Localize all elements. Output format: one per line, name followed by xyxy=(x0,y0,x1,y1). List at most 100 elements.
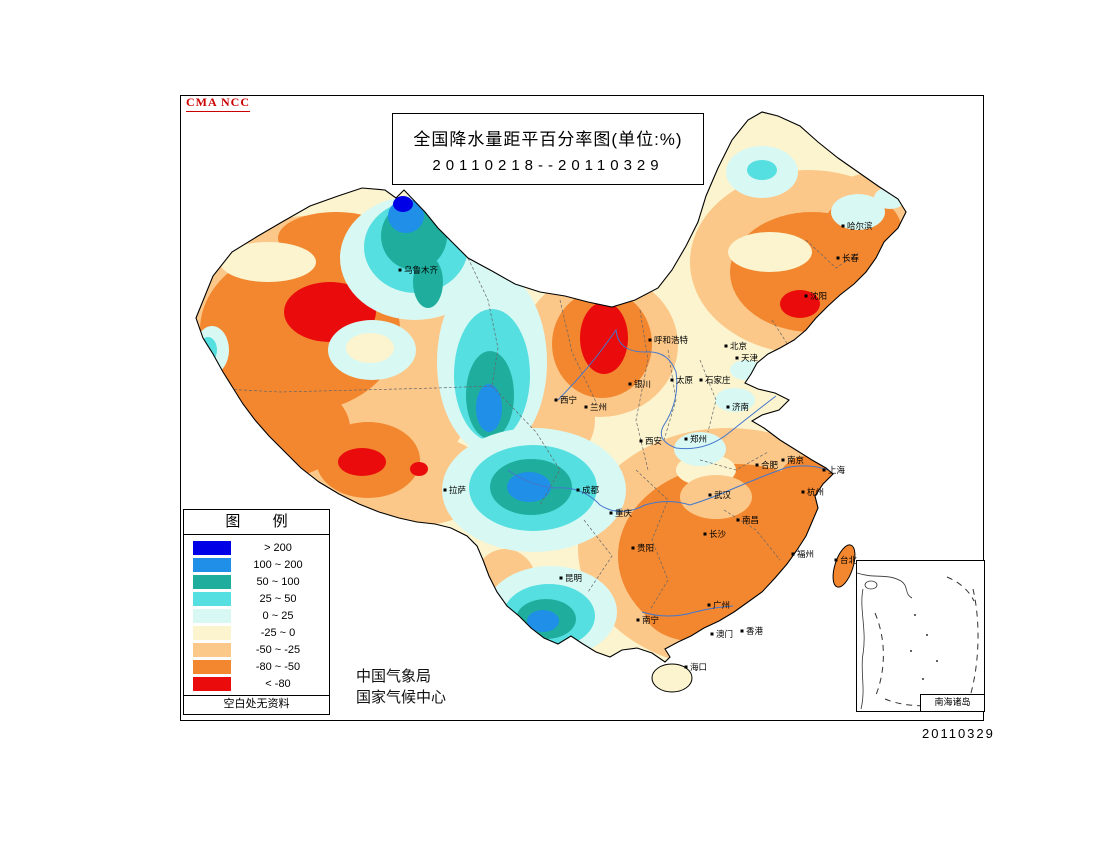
city-label: 昆明 xyxy=(565,573,582,583)
city: 贵阳 xyxy=(631,543,654,553)
city: 南京 xyxy=(781,455,804,465)
city-label: 天津 xyxy=(741,353,759,363)
city: 长沙 xyxy=(703,529,727,539)
legend-label: 100 ~ 200 xyxy=(253,558,303,571)
city: 太原 xyxy=(670,375,693,385)
city-marker xyxy=(648,338,652,342)
inset-label: 南海诸岛 xyxy=(920,694,985,712)
agency-label: CMA NCC xyxy=(186,95,250,112)
city-marker xyxy=(554,398,558,402)
city-label: 长春 xyxy=(842,253,860,263)
city-label: 上海 xyxy=(828,465,846,475)
city-marker xyxy=(710,632,714,636)
city: 呼和浩特 xyxy=(648,335,689,345)
legend-note: 空白处无资料 xyxy=(184,695,329,714)
city-marker xyxy=(584,405,588,409)
legend-title: 图 例 xyxy=(184,510,329,535)
legend-label: < -80 xyxy=(265,677,291,690)
legend-swatch xyxy=(193,557,231,572)
inset-map xyxy=(856,572,979,710)
city-marker xyxy=(724,344,728,348)
city: 福州 xyxy=(791,549,814,559)
city: 天津 xyxy=(735,353,759,363)
legend-body: > 200 100 ~ 200 50 ~ 100 25 ~ 50 0 ~ 25 -25 ~… xyxy=(184,535,329,692)
china-outline xyxy=(195,111,907,663)
legend-row: -25 ~ 0 xyxy=(193,624,325,641)
legend-row: 50 ~ 100 xyxy=(193,573,325,590)
city-label: 太原 xyxy=(676,375,693,385)
city-label: 南京 xyxy=(787,455,804,465)
city-marker xyxy=(576,488,580,492)
city: 澳门 xyxy=(710,629,733,639)
organization: 中国气象局 国家气候中心 xyxy=(356,666,446,708)
province-borders xyxy=(203,239,861,611)
city-marker xyxy=(755,463,759,467)
legend-row: 0 ~ 25 xyxy=(193,607,325,624)
city: 兰州 xyxy=(584,402,607,412)
city: 济南 xyxy=(726,402,749,412)
city-marker xyxy=(559,576,563,580)
city-label: 成都 xyxy=(582,485,600,495)
city-label: 西安 xyxy=(645,436,662,446)
city-marker xyxy=(841,224,845,228)
legend-label: -80 ~ -50 xyxy=(255,660,301,673)
legend-row: -50 ~ -25 xyxy=(193,641,325,658)
legend: 图 例 > 200 100 ~ 200 50 ~ 100 25 ~ 50 0 ~ 25 -… xyxy=(183,509,330,715)
date-stamp: 20110329 xyxy=(922,726,995,741)
legend-swatch xyxy=(193,659,231,674)
city-label: 香港 xyxy=(746,626,764,636)
legend-label: 50 ~ 100 xyxy=(256,575,300,588)
city-label: 杭州 xyxy=(807,487,824,497)
city-marker xyxy=(684,665,688,669)
city: 重庆 xyxy=(609,508,633,518)
city: 上海 xyxy=(822,465,846,475)
city: 长春 xyxy=(836,253,860,263)
legend-swatch xyxy=(193,608,231,623)
city: 南宁 xyxy=(636,615,659,625)
legend-row: 25 ~ 50 xyxy=(193,590,325,607)
city-label: 合肥 xyxy=(761,460,779,470)
legend-swatch xyxy=(193,540,231,555)
city-marker xyxy=(707,603,711,607)
city-label: 兰州 xyxy=(590,402,607,412)
city-marker xyxy=(836,256,840,260)
city-label: 海口 xyxy=(690,662,707,672)
south-china-sea-inset xyxy=(856,560,985,712)
city-label: 石家庄 xyxy=(705,375,731,385)
city-marker xyxy=(639,439,643,443)
legend-row: -80 ~ -50 xyxy=(193,658,325,675)
city-marker xyxy=(609,511,613,515)
city: 银川 xyxy=(628,379,651,389)
city-label: 北京 xyxy=(730,341,747,351)
city: 海口 xyxy=(684,662,707,672)
city-marker xyxy=(726,405,730,409)
title-box: 全国降水量距平百分率图(单位:%) 20110218--20110329 xyxy=(392,113,704,185)
legend-label: 0 ~ 25 xyxy=(262,609,294,622)
city-label: 武汉 xyxy=(714,490,732,500)
city-marker xyxy=(398,268,402,272)
city-marker xyxy=(699,378,703,382)
city-label: 拉萨 xyxy=(449,485,467,495)
legend-label: -50 ~ -25 xyxy=(255,643,301,656)
city-marker xyxy=(822,468,826,472)
city-label: 台北 xyxy=(840,555,858,565)
city-label: 哈尔滨 xyxy=(847,221,873,231)
map-title: 全国降水量距平百分率图(单位:%) xyxy=(413,130,683,149)
city-marker xyxy=(781,458,785,462)
city-label: 长沙 xyxy=(709,529,727,539)
city-label: 沈阳 xyxy=(810,291,827,301)
legend-row: 100 ~ 200 xyxy=(193,556,325,573)
hainan-island xyxy=(651,663,693,693)
city: 沈阳 xyxy=(804,291,827,301)
city-label: 乌鲁木齐 xyxy=(404,265,439,275)
city-marker xyxy=(708,493,712,497)
legend-label: -25 ~ 0 xyxy=(260,626,296,639)
city-marker xyxy=(791,552,795,556)
city-marker xyxy=(834,558,838,562)
city: 乌鲁木齐 xyxy=(398,265,439,275)
legend-label: > 200 xyxy=(264,541,292,554)
city-label: 郑州 xyxy=(690,434,707,444)
legend-swatch xyxy=(193,642,231,657)
